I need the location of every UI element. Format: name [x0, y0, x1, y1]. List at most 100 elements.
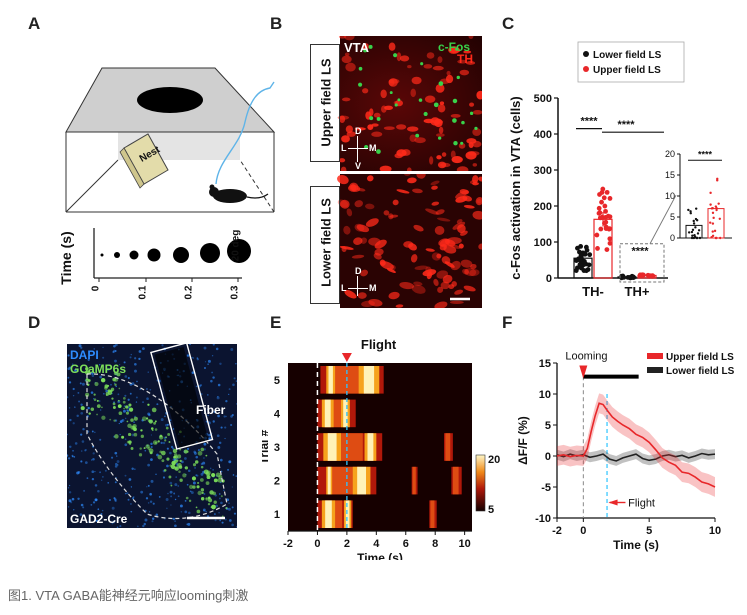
gcamp-cell	[101, 406, 103, 409]
dapi-nucleus	[146, 486, 148, 488]
dapi-nucleus	[216, 434, 220, 438]
f-ytick-label: -5	[541, 482, 551, 494]
th-cell	[454, 289, 464, 295]
dapi-nucleus	[169, 451, 172, 455]
micrograph-lower	[310, 174, 482, 308]
gcamp-cell	[85, 392, 90, 397]
c-inset-point	[718, 217, 722, 221]
dapi-nucleus	[71, 455, 74, 458]
dapi-nucleus	[147, 502, 150, 504]
gcamp-cell	[90, 407, 95, 411]
th-cell	[435, 83, 445, 93]
th-cell	[407, 64, 412, 69]
dapi-nucleus	[123, 405, 126, 408]
dapi-nucleus	[116, 455, 118, 457]
dapi-nucleus	[187, 469, 191, 472]
th-cell	[345, 125, 354, 134]
dapi-nucleus	[123, 409, 126, 413]
dapi-nucleus	[74, 368, 77, 372]
th-cell	[443, 245, 457, 254]
dapi-nucleus	[90, 391, 94, 394]
looming-disc	[137, 87, 203, 113]
gcamp-cell	[133, 432, 138, 437]
e-ytick-label: 4	[274, 408, 281, 420]
gcamp-cell	[165, 426, 169, 430]
dapi-nucleus	[200, 472, 204, 476]
c-data-point	[595, 246, 600, 251]
f-looming-marker	[579, 365, 588, 379]
gcamp-cell	[161, 459, 165, 463]
c-data-point	[605, 213, 611, 219]
disc-3	[129, 250, 139, 260]
gcamp-cell	[168, 440, 171, 443]
dapi-nucleus	[74, 442, 78, 445]
f-xtick-label: 10	[709, 525, 721, 537]
c-data-point	[640, 272, 645, 278]
dapi-nucleus	[140, 490, 144, 494]
dapi-nucleus	[78, 400, 81, 403]
th-cell	[475, 197, 482, 206]
th-cell	[472, 175, 479, 184]
panel-d-micrograph	[67, 344, 237, 528]
dapi-nucleus	[162, 441, 166, 445]
dapi-nucleus	[124, 438, 127, 441]
dapi-nucleus	[200, 393, 203, 395]
f-legend-swatch	[647, 353, 663, 359]
gcamp-cell	[139, 447, 142, 450]
th-cell	[368, 298, 383, 307]
dapi-nucleus	[179, 504, 183, 508]
dapi-nucleus	[124, 417, 127, 420]
dapi-nucleus	[220, 426, 223, 429]
th-cell	[441, 256, 451, 265]
th-cell	[445, 74, 454, 84]
th-cell	[406, 126, 419, 132]
gcamp-cell	[117, 399, 120, 402]
e-ytick-label: 5	[274, 375, 280, 387]
dapi-nucleus	[79, 382, 82, 385]
dapi-nucleus	[107, 482, 110, 484]
dapi-nucleus	[165, 498, 169, 501]
c-data-point	[577, 249, 582, 255]
dapi-nucleus	[177, 485, 179, 487]
th-cell	[424, 95, 436, 103]
e-heat-cell	[328, 366, 333, 394]
dapi-nucleus	[131, 467, 134, 470]
gcamp-cell	[197, 490, 202, 496]
dapi-nucleus	[218, 512, 220, 514]
region-label-vta: VTA	[344, 40, 370, 55]
th-cell	[341, 245, 347, 253]
cfos-cell	[368, 44, 373, 49]
dapi-nucleus	[228, 519, 232, 522]
legend-cfos: c-Fos	[438, 40, 471, 54]
th-cell	[388, 42, 396, 51]
th-cell	[410, 88, 417, 98]
c-inset-point	[694, 226, 697, 229]
c-inset-point	[692, 236, 696, 240]
dapi-nucleus	[116, 464, 119, 466]
dapi-nucleus	[212, 469, 214, 471]
th-cell	[367, 175, 374, 182]
dapi-nucleus	[77, 497, 80, 500]
c-inset-point	[691, 234, 694, 237]
dapi-nucleus	[218, 493, 221, 495]
dapi-nucleus	[195, 455, 199, 459]
th-cell	[465, 61, 476, 65]
gcamp-cell	[113, 371, 118, 376]
c-legend-marker	[583, 66, 589, 72]
dapi-nucleus	[211, 371, 213, 374]
dapi-nucleus	[87, 358, 90, 361]
th-cell	[432, 65, 444, 71]
th-cell	[341, 135, 350, 143]
c-data-point	[598, 226, 604, 232]
dapi-nucleus	[67, 433, 68, 436]
gcamp-cell	[87, 379, 91, 382]
dapi-nucleus	[105, 389, 109, 393]
cfos-cell	[358, 82, 363, 87]
tick-01: 0.1	[137, 285, 149, 300]
vta-outline	[86, 373, 228, 520]
dapi-nucleus	[84, 449, 87, 452]
cfos-cell	[418, 98, 423, 102]
c-ytick-label: 400	[534, 129, 552, 141]
th-cell	[344, 52, 350, 57]
th-cell	[457, 59, 468, 64]
